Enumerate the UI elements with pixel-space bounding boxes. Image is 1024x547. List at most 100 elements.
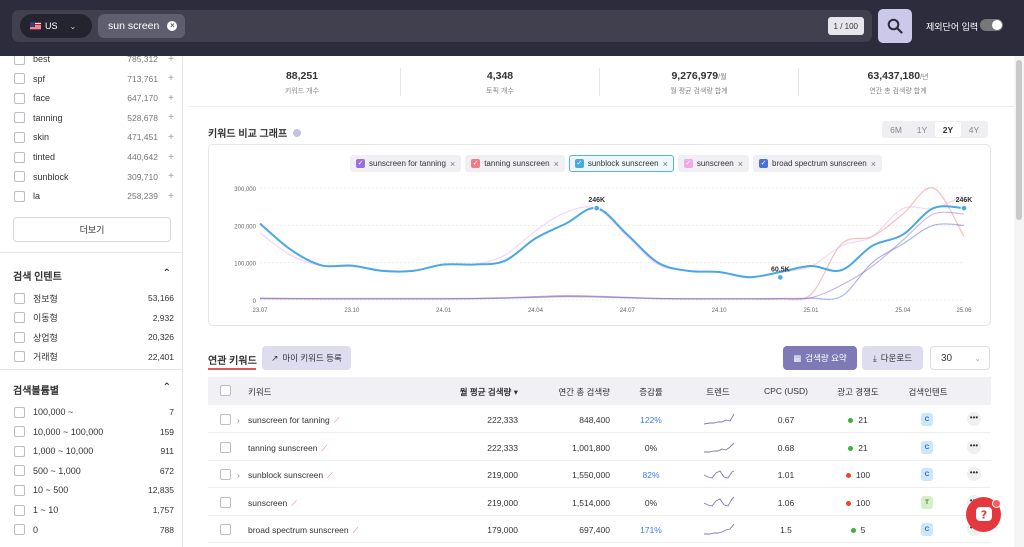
filter-checkbox[interactable] xyxy=(14,465,25,477)
close-icon[interactable]: × xyxy=(870,158,877,169)
chevron-up-icon[interactable]: ⌃ xyxy=(162,268,171,279)
related-keywords-tab[interactable]: 연관 키워드 xyxy=(208,356,257,367)
filter-option[interactable]: la 258,239 + xyxy=(14,189,174,203)
filter-checkbox[interactable] xyxy=(14,484,25,496)
filter-option[interactable]: 거래형 22,401 xyxy=(14,350,174,364)
filter-option[interactable]: 100,000 ~ 7 xyxy=(14,405,174,419)
chevron-up-icon[interactable]: ⌃ xyxy=(162,382,171,393)
filter-option[interactable]: spf 713,761 + xyxy=(14,72,174,86)
download-button[interactable]: ⤓ 다운로드 xyxy=(862,346,923,370)
row-checkbox[interactable] xyxy=(220,524,231,535)
legend-item[interactable]: ✓ sunblock sunscreen × xyxy=(568,155,674,172)
more-options-icon[interactable]: ••• xyxy=(967,467,981,481)
filter-option[interactable]: 정보형 53,166 xyxy=(14,291,174,305)
volume-summary-button[interactable]: ▦ 검색량 요약 xyxy=(783,346,857,370)
filter-checkbox[interactable] xyxy=(14,171,25,183)
filter-checkbox[interactable] xyxy=(14,524,25,536)
info-icon[interactable] xyxy=(293,128,302,137)
col-monthly[interactable]: 월 평균 검색량 ▾ xyxy=(459,387,518,397)
plus-icon[interactable]: + xyxy=(168,112,174,124)
filter-option[interactable]: 상업형 20,326 xyxy=(14,330,174,344)
trend-chart-icon[interactable]: ⟋ xyxy=(352,526,359,535)
filter-checkbox[interactable] xyxy=(14,312,25,324)
range-1y-button[interactable]: 1Y xyxy=(916,124,928,135)
plus-icon[interactable]: + xyxy=(168,92,174,104)
legend-item[interactable]: ✓ tanning sunscreen × xyxy=(465,155,565,172)
legend-item[interactable]: ✓ sunscreen for tanning × xyxy=(350,155,462,172)
scrollbar-track[interactable] xyxy=(1014,56,1024,547)
filter-option[interactable]: sunblock 309,710 + xyxy=(14,170,174,184)
more-options-icon[interactable]: ••• xyxy=(967,439,981,454)
col-competition[interactable]: 광고 경쟁도 xyxy=(837,387,879,397)
filter-checkbox[interactable] xyxy=(14,56,25,65)
col-yearly[interactable]: 연간 총 검색량 xyxy=(558,387,610,397)
exclude-words-toggle[interactable] xyxy=(980,19,1003,31)
filter-checkbox[interactable] xyxy=(14,190,25,202)
legend-item[interactable]: ✓ broad spectrum sunscreen × xyxy=(753,155,883,172)
search-chip[interactable]: sun screen × xyxy=(98,14,186,38)
col-cpc[interactable]: CPC (USD) xyxy=(764,386,808,396)
row-checkbox[interactable] xyxy=(220,414,231,425)
plus-icon[interactable]: + xyxy=(168,171,174,183)
intent-filter-header[interactable]: 검색 인텐트 ⌃ xyxy=(13,268,171,283)
filter-checkbox[interactable] xyxy=(14,331,25,343)
plus-icon[interactable]: + xyxy=(168,73,174,85)
close-icon[interactable]: × xyxy=(553,158,559,169)
trend-chart-icon[interactable]: ⟋ xyxy=(333,416,340,425)
help-chat-button[interactable]: ? xyxy=(966,497,1001,532)
table-row[interactable]: › sunscreen for tanning ⟋ 222,333 848,400 122… xyxy=(208,406,991,433)
search-bar[interactable]: US ⌄ sun screen × 1 / 100 xyxy=(12,10,872,42)
more-button[interactable]: 더보기 xyxy=(13,217,171,242)
range-2y-button[interactable]: 2Y xyxy=(935,122,961,137)
filter-checkbox[interactable] xyxy=(14,426,25,438)
filter-option[interactable]: 0 788 xyxy=(14,523,174,537)
filter-checkbox[interactable] xyxy=(14,406,25,418)
range-4y-button[interactable]: 4Y xyxy=(968,124,980,135)
keyword-cell[interactable]: sunblock sunscreen ⟋ xyxy=(248,470,333,481)
filter-checkbox[interactable] xyxy=(14,92,25,104)
table-row[interactable]: tanning sunscreen ⟋ 222,333 1,001,800 0% 0.68… xyxy=(208,434,991,461)
row-checkbox[interactable] xyxy=(220,441,231,453)
filter-checkbox[interactable] xyxy=(14,351,25,363)
country-select[interactable]: US ⌄ xyxy=(20,14,92,38)
filter-checkbox[interactable] xyxy=(14,73,25,85)
filter-checkbox[interactable] xyxy=(14,445,25,457)
remove-chip-icon[interactable]: × xyxy=(167,21,178,31)
filter-checkbox[interactable] xyxy=(14,151,25,163)
scrollbar-thumb[interactable] xyxy=(1016,60,1022,220)
filter-option[interactable]: 10,000 ~ 100,000 159 xyxy=(14,425,174,439)
row-checkbox[interactable] xyxy=(220,469,231,480)
close-icon[interactable]: × xyxy=(449,158,456,169)
col-growth[interactable]: 증감률 xyxy=(639,387,663,397)
plus-icon[interactable]: + xyxy=(168,151,174,163)
chevron-right-icon[interactable]: › xyxy=(237,415,240,425)
table-row[interactable]: › sunblock sunscreen ⟋ 219,000 1,550,000 82% 1… xyxy=(208,461,991,488)
table-row[interactable]: broad spectrum sunscreen ⟋ 179,000 697,400 1… xyxy=(208,516,991,543)
filter-option[interactable]: skin 471,451 + xyxy=(14,130,174,144)
plus-icon[interactable]: + xyxy=(168,131,174,143)
filter-option[interactable]: tinted 440,642 + xyxy=(14,150,174,164)
keyword-cell[interactable]: sunscreen ⟋ xyxy=(248,498,297,509)
more-options-icon[interactable]: ••• xyxy=(967,412,981,426)
keyword-cell[interactable]: broad spectrum sunscreen ⟋ xyxy=(248,525,358,536)
trend-chart-icon[interactable]: ⟋ xyxy=(291,498,297,508)
filter-checkbox[interactable] xyxy=(14,292,25,304)
filter-option[interactable]: 1 ~ 10 1,757 xyxy=(14,503,174,517)
col-keyword[interactable]: 키워드 xyxy=(248,387,272,397)
filter-checkbox[interactable] xyxy=(14,112,25,124)
register-my-keyword-button[interactable]: ↗ 마이 키워드 등록 xyxy=(262,346,351,370)
close-icon[interactable]: × xyxy=(662,158,668,169)
keyword-cell[interactable]: tanning sunscreen ⟋ xyxy=(248,443,327,454)
trend-chart-icon[interactable]: ⟋ xyxy=(327,471,333,480)
volume-filter-header[interactable]: 검색볼륨별 ⌃ xyxy=(13,382,171,397)
filter-option[interactable]: 이동형 2,932 xyxy=(14,311,174,325)
filter-option[interactable]: 1,000 ~ 10,000 911 xyxy=(14,444,174,458)
plus-icon[interactable]: + xyxy=(168,56,174,65)
filter-checkbox[interactable] xyxy=(14,504,25,516)
trend-chart-icon[interactable]: ⟋ xyxy=(321,443,328,453)
plus-icon[interactable]: + xyxy=(168,190,174,202)
keyword-cell[interactable]: sunscreen for tanning ⟋ xyxy=(248,415,339,426)
filter-option[interactable]: 500 ~ 1,000 672 xyxy=(14,464,174,478)
filter-option[interactable]: tanning 528,678 + xyxy=(14,111,174,125)
